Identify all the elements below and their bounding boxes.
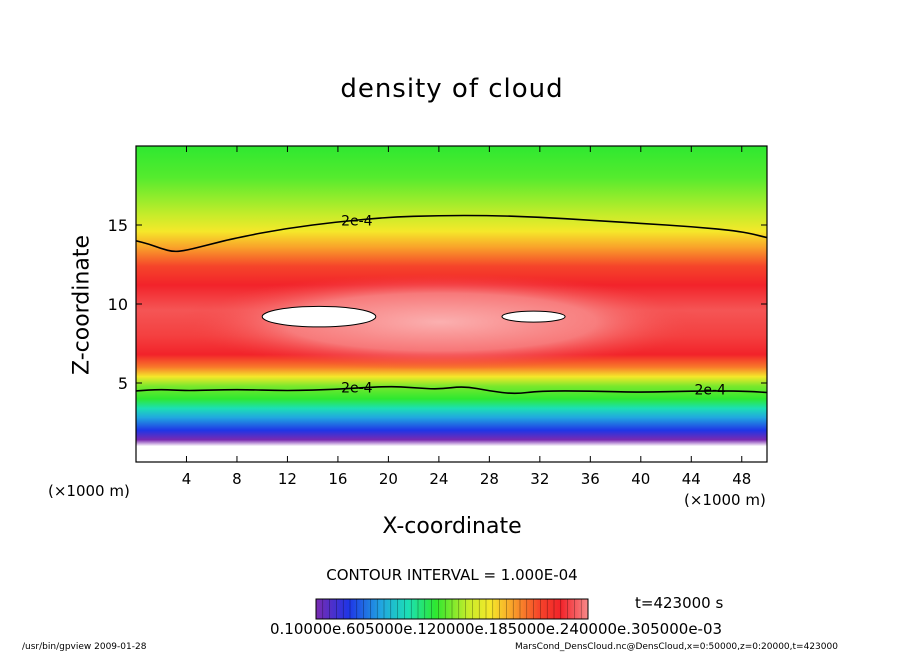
contour-line-upper	[136, 214, 767, 253]
time-text: t=423000 s	[635, 594, 724, 612]
x-tick-label: 24	[429, 470, 448, 488]
footer-right: MarsCond_DensCloud.nc@DensCloud,x=0:5000…	[515, 642, 838, 652]
contour-label-2: 2e-4	[341, 381, 373, 397]
max-density-region-2	[501, 310, 566, 323]
y-tick-label: 15	[108, 216, 128, 235]
y-axis-label: Z-coordinate	[69, 235, 95, 375]
contour-label-1: 2e-4	[341, 213, 373, 229]
footer-left: /usr/bin/gpview 2009-01-28	[22, 642, 147, 652]
x-tick-label: 12	[278, 470, 297, 488]
x-tick-label: 44	[682, 470, 701, 488]
x-tick-label: 4	[182, 470, 192, 488]
chart-title: density of cloud	[340, 74, 564, 104]
y-tick-label: 5	[118, 374, 128, 393]
x-unit-label-right: (×1000 m)	[684, 491, 766, 509]
y-tick-label: 10	[108, 295, 128, 314]
contour-label-3: 2e-4	[694, 382, 726, 398]
contour-interval-text: CONTOUR INTERVAL = 1.000E-04	[326, 566, 578, 584]
contour-line-lower	[136, 385, 767, 395]
x-tick-label: 20	[379, 470, 398, 488]
max-density-region-1	[261, 305, 377, 328]
x-tick-label: 16	[328, 470, 347, 488]
x-tick-label: 32	[530, 470, 549, 488]
x-tick-label: 28	[480, 470, 499, 488]
x-tick-label: 48	[732, 470, 751, 488]
x-tick-label: 36	[581, 470, 600, 488]
heatmap-field	[136, 146, 767, 462]
density-core	[180, 274, 700, 370]
x-axis-label: X-coordinate	[382, 514, 522, 539]
colorbar-labels: 0.10000e.605000e.120000e.185000e.240000e…	[270, 620, 723, 638]
x-tick-label: 40	[631, 470, 650, 488]
x-tick-label: 8	[232, 470, 242, 488]
x-unit-label-left: (×1000 m)	[48, 482, 130, 500]
